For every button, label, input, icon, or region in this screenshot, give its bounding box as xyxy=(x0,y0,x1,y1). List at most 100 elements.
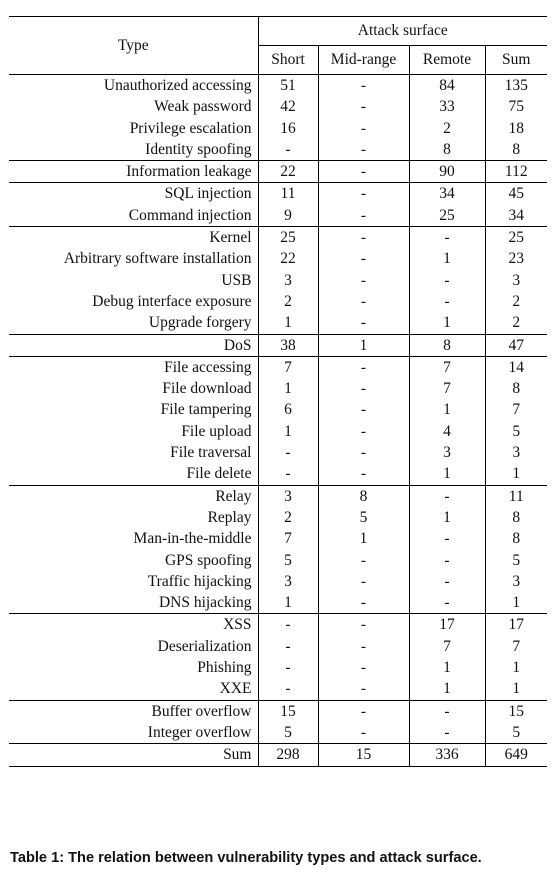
type-cell: File download xyxy=(162,380,252,398)
type-cell: XSS xyxy=(9,613,258,636)
type-cell: GPS spoofing xyxy=(164,551,252,569)
table-row: Information leakage 22-90 112 xyxy=(9,160,547,183)
table-row: DNS hijacking 1- -1 xyxy=(9,592,547,614)
table-row: Upgrade forgery 1-1 2 xyxy=(9,312,547,335)
table-row: GPS spoofing 5- -5 xyxy=(9,549,547,571)
sum-cell: 8 xyxy=(484,528,547,550)
short-cell: 51 xyxy=(257,74,318,97)
mid-cell: - xyxy=(317,74,409,97)
sum-cell: 75 xyxy=(484,96,547,118)
type-cell: USB xyxy=(221,271,252,289)
short-cell: 5 xyxy=(257,549,318,571)
total-row: Sum 298 15 336 649 xyxy=(9,743,547,767)
remote-cell: 8 xyxy=(408,138,485,161)
sum-cell: 135 xyxy=(484,74,547,97)
short-cell: 16 xyxy=(257,117,318,139)
mid-cell: - xyxy=(317,269,409,291)
type-cell: Replay xyxy=(207,508,252,526)
table-row: XSS - -17 17 xyxy=(9,613,547,636)
type-cell: Upgrade forgery xyxy=(148,314,252,332)
sum-cell: 34 xyxy=(484,204,547,227)
type-cell: Arbitrary software installation xyxy=(63,250,252,268)
mid-cell: - xyxy=(317,570,409,593)
type-cell: Privilege escalation xyxy=(129,119,252,137)
mid-cell: - xyxy=(317,463,409,486)
remote-cell: 336 xyxy=(408,743,485,767)
type-cell: Identity spoofing xyxy=(145,140,252,158)
sum-cell: 25 xyxy=(484,226,547,249)
sum-cell: 3 xyxy=(484,442,547,464)
short-cell: 22 xyxy=(257,248,318,270)
mid-cell: - xyxy=(317,182,409,205)
table-row: Unauthorized accessing 51-84 135 xyxy=(9,74,547,97)
type-cell: Phishing xyxy=(197,659,252,677)
remote-cell: 17 xyxy=(408,613,485,636)
remote-cell: 7 xyxy=(408,635,485,658)
type-cell: Buffer overflow xyxy=(9,699,258,722)
sum-cell: 3 xyxy=(484,570,547,593)
sum-cell: 1 xyxy=(484,678,547,701)
mid-cell: - xyxy=(317,290,409,313)
mid-cell: - xyxy=(317,678,409,701)
type-cell: Kernel xyxy=(9,226,258,249)
mid-cell: - xyxy=(317,378,409,400)
header-row-top: Type Attack surface xyxy=(9,16,547,75)
remote-cell: 1 xyxy=(408,657,485,679)
short-cell: 3 xyxy=(257,484,318,507)
mid-cell: - xyxy=(317,721,409,744)
short-cell: 22 xyxy=(257,160,318,183)
remote-cell: 1 xyxy=(408,506,485,529)
type-cell: DoS xyxy=(9,333,258,357)
mid-cell: 1 xyxy=(317,333,409,357)
remote-cell: - xyxy=(408,226,485,249)
table-row: Phishing - -1 1 xyxy=(9,657,547,679)
mid-cell: - xyxy=(317,160,409,183)
short-cell: - xyxy=(257,463,318,486)
short-cell: 11 xyxy=(257,182,318,205)
short-cell: 9 xyxy=(257,204,318,227)
type-cell: File upload xyxy=(181,422,252,440)
mid-cell: - xyxy=(317,699,409,722)
header-mid-range: Mid-range xyxy=(317,45,409,75)
table-row: File traversal - -3 3 xyxy=(9,442,547,464)
short-cell: 7 xyxy=(257,355,318,379)
mid-cell: - xyxy=(317,442,409,464)
remote-cell: 1 xyxy=(408,678,485,701)
table-row: Debug interface exposure 2- -2 xyxy=(9,290,547,313)
type-cell: Relay xyxy=(9,484,258,507)
header-row-sub: Short Mid-range Remote Sum xyxy=(9,45,547,75)
remote-cell: - xyxy=(408,290,485,313)
table-row: SQL injection 11-34 45 xyxy=(9,182,547,205)
sum-cell: 1 xyxy=(484,657,547,679)
short-cell: 1 xyxy=(257,592,318,614)
mid-cell: 15 xyxy=(317,743,409,767)
type-cell: Unauthorized accessing xyxy=(9,74,258,97)
sum-cell: 17 xyxy=(484,613,547,636)
mid-cell: 8 xyxy=(317,484,409,507)
remote-cell: 1 xyxy=(408,399,485,421)
table-row: Integer overflow 5- -5 xyxy=(9,721,547,744)
short-cell: 7 xyxy=(257,528,318,550)
sum-cell: 1 xyxy=(484,463,547,486)
sum-cell: 47 xyxy=(484,333,547,357)
table-row: Weak password 42-33 75 xyxy=(9,96,547,118)
short-cell: - xyxy=(257,442,318,464)
remote-cell: 8 xyxy=(408,333,485,357)
mid-cell: - xyxy=(317,248,409,270)
mid-cell: - xyxy=(317,312,409,335)
type-cell: Deserialization xyxy=(157,637,252,655)
sum-cell: 23 xyxy=(484,248,547,270)
mid-cell: - xyxy=(317,96,409,118)
type-cell: SQL injection xyxy=(9,182,258,205)
remote-cell: 34 xyxy=(408,182,485,205)
short-cell: 298 xyxy=(257,743,318,767)
table-row: Traffic hijacking 3- -3 xyxy=(9,570,547,593)
remote-cell: - xyxy=(408,592,485,614)
type-cell: XXE xyxy=(219,680,252,698)
short-cell: 6 xyxy=(257,399,318,421)
mid-cell: - xyxy=(317,204,409,227)
table-row: Deserialization - -7 7 xyxy=(9,635,547,658)
table-row: File upload 1-4 5 xyxy=(9,420,547,443)
remote-cell: 3 xyxy=(408,442,485,464)
header-short: Short xyxy=(257,45,318,75)
